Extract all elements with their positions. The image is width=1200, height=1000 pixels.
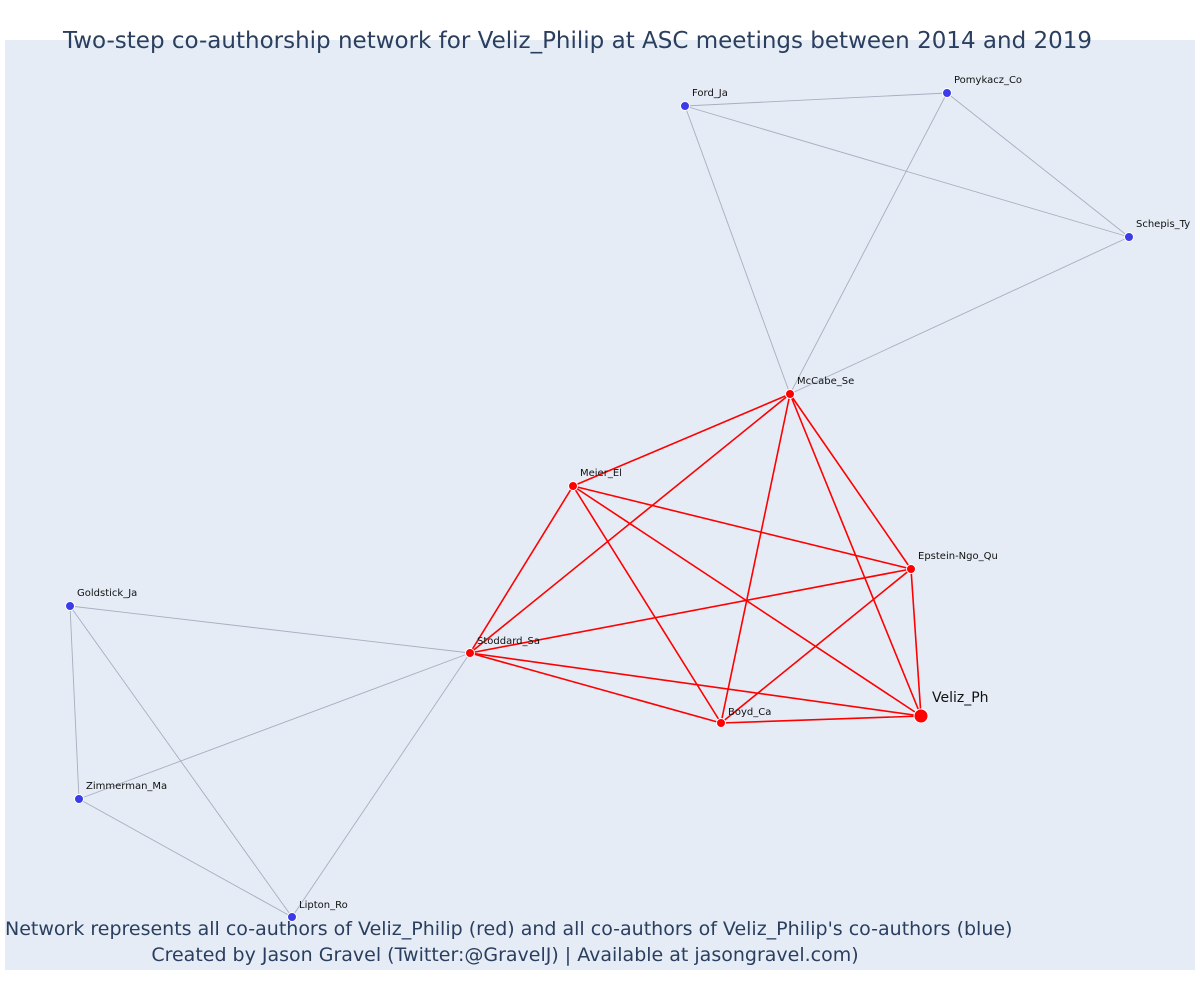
edge-McCabe_Se-Pomykacz_Co <box>789 92 948 395</box>
node-Ford_Ja[interactable] <box>680 101 690 111</box>
caption-line-1: Network represents all co-authors of Vel… <box>5 918 1013 940</box>
node-McCabe_Se[interactable] <box>785 389 795 399</box>
node-label-Lipton_Ro: Lipton_Ro <box>299 900 348 911</box>
node-label-Ford_Ja: Ford_Ja <box>692 88 728 99</box>
node-label-Stoddard_Sa: Stoddard_Sa <box>477 636 540 647</box>
node-label-Veliz_Ph: Veliz_Ph <box>932 690 989 706</box>
edge-Stoddard_Sa-Zimmerman_Ma <box>78 652 471 800</box>
edge-Epstein-Ngo_Qu-McCabe_Se <box>789 393 912 570</box>
node-Epstein-Ngo_Qu[interactable] <box>906 564 916 574</box>
edge-Boyd_Ca-Meier_El <box>572 485 722 724</box>
edge-Pomykacz_Co-Schepis_Ty <box>946 92 1130 238</box>
edge-layer <box>69 92 1130 918</box>
node-Goldstick_Ja[interactable] <box>65 601 75 611</box>
edge-Stoddard_Sa-Epstein-Ngo_Qu <box>469 568 912 654</box>
node-Lipton_Ro[interactable] <box>287 912 297 922</box>
node-label-Boyd_Ca: Boyd_Ca <box>728 707 771 718</box>
node-layer <box>65 88 1134 922</box>
node-Zimmerman_Ma[interactable] <box>74 794 84 804</box>
node-Boyd_Ca[interactable] <box>716 718 726 728</box>
edge-Ford_Ja-Schepis_Ty <box>684 105 1130 238</box>
edge-Veliz_Ph-Stoddard_Sa <box>469 652 922 717</box>
node-label-Zimmerman_Ma: Zimmerman_Ma <box>86 781 167 792</box>
label-layer: Veliz_Ph Boyd_Ca Stoddard_Sa Epstein-Ngo_Qu… <box>77 75 1190 911</box>
node-label-Epstein-Ngo_Qu: Epstein-Ngo_Qu <box>918 551 998 562</box>
node-Stoddard_Sa[interactable] <box>465 648 475 658</box>
edge-Veliz_Ph-Epstein-Ngo_Qu <box>910 568 922 717</box>
node-Veliz_Ph[interactable] <box>913 708 929 724</box>
edge-McCabe_Se-Ford_Ja <box>684 105 791 395</box>
node-label-McCabe_Se: McCabe_Se <box>797 376 854 387</box>
chart-title: Two-step co-authorship network for Veliz… <box>62 28 1093 54</box>
edge-Boyd_Ca-Epstein-Ngo_Qu <box>720 568 912 724</box>
edge-Epstein-Ngo_Qu-Meier_El <box>572 485 912 570</box>
node-Pomykacz_Co[interactable] <box>942 88 952 98</box>
node-label-Meier_El: Meier_El <box>580 468 622 479</box>
edge-Zimmerman_Ma-Lipton_Ro <box>78 798 293 918</box>
node-Meier_El[interactable] <box>568 481 578 491</box>
edge-Goldstick_Ja-Lipton_Ro <box>69 605 293 918</box>
plot-background <box>5 40 1195 970</box>
node-label-Schepis_Ty: Schepis_Ty <box>1136 219 1190 230</box>
node-label-Pomykacz_Co: Pomykacz_Co <box>954 75 1022 86</box>
edge-Goldstick_Ja-Zimmerman_Ma <box>69 605 80 800</box>
edge-Stoddard_Sa-Goldstick_Ja <box>69 605 471 654</box>
edge-Meier_El-McCabe_Se <box>572 393 791 487</box>
caption-line-2: Created by Jason Gravel (Twitter:@Gravel… <box>151 944 859 966</box>
node-label-Goldstick_Ja: Goldstick_Ja <box>77 588 137 599</box>
edge-Boyd_Ca-McCabe_Se <box>720 393 791 724</box>
edge-Veliz_Ph-Boyd_Ca <box>720 715 922 724</box>
edge-Stoddard_Sa-Lipton_Ro <box>291 652 471 918</box>
edge-Boyd_Ca-Stoddard_Sa <box>469 652 722 724</box>
edge-Stoddard_Sa-McCabe_Se <box>469 393 791 654</box>
node-Schepis_Ty[interactable] <box>1124 232 1134 242</box>
edge-McCabe_Se-Schepis_Ty <box>789 236 1130 395</box>
edge-Stoddard_Sa-Meier_El <box>469 485 574 654</box>
edge-Ford_Ja-Pomykacz_Co <box>684 92 948 107</box>
